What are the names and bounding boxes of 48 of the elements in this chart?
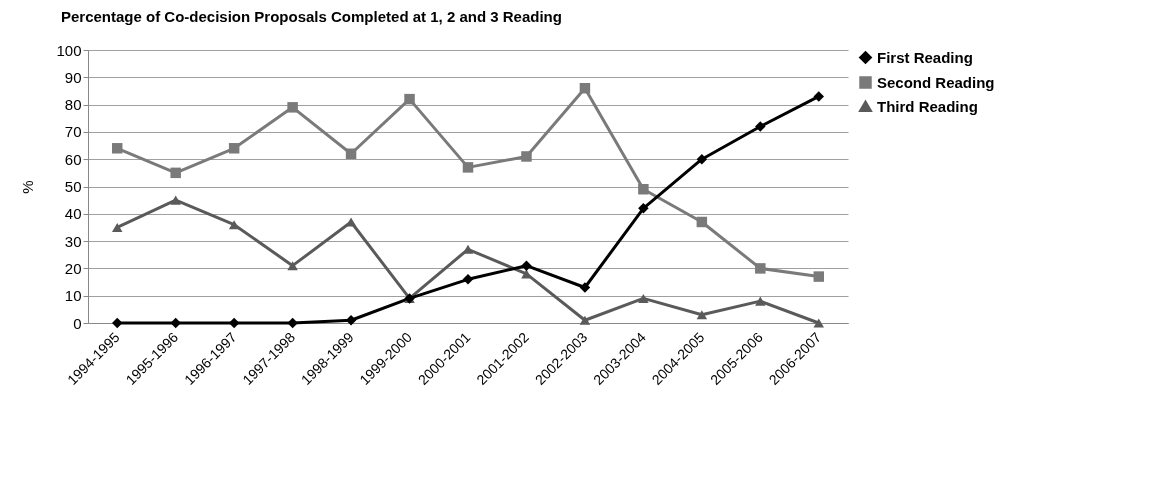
point	[521, 151, 532, 162]
point	[755, 263, 766, 274]
point	[638, 183, 649, 195]
point	[404, 93, 415, 105]
y-tick-label: 60	[64, 150, 82, 168]
point	[696, 310, 708, 320]
point	[638, 203, 649, 214]
y-tick-label: 30	[64, 232, 82, 250]
point	[638, 293, 649, 303]
point	[228, 143, 240, 154]
point	[579, 82, 591, 94]
point	[579, 282, 591, 293]
point	[345, 148, 357, 159]
point	[228, 220, 240, 230]
y-tick-label: 100	[56, 41, 82, 59]
point	[287, 317, 298, 329]
point	[755, 296, 766, 306]
point	[287, 102, 298, 113]
point	[813, 91, 825, 102]
y-tick-label: 0	[73, 314, 82, 332]
point	[111, 317, 123, 329]
legend-label: First Reading	[877, 48, 973, 66]
y-tick-label: 40	[64, 205, 82, 223]
legend-label: Third Reading	[877, 97, 978, 115]
point	[696, 216, 708, 228]
y-tick-label: 80	[64, 96, 82, 114]
point	[462, 162, 474, 173]
point	[813, 318, 825, 328]
point	[813, 271, 825, 282]
point	[170, 317, 181, 329]
point	[462, 274, 474, 285]
point	[755, 121, 766, 132]
point	[521, 260, 532, 271]
y-tick-label: 90	[64, 68, 82, 86]
point	[111, 143, 123, 154]
y-tick-label: 50	[64, 178, 82, 195]
y-tick-label: 70	[64, 123, 82, 141]
y-axis-title: %	[19, 180, 37, 194]
legend-label: Second Reading	[877, 73, 995, 91]
point	[111, 222, 123, 232]
point	[696, 153, 708, 165]
y-tick-label: 20	[64, 259, 82, 277]
y-tick-label: 10	[64, 287, 82, 305]
point	[170, 195, 181, 205]
chart-title: Percentage of Co-decision Proposals Completed at 1, 2 and 3 Reading	[60, 8, 562, 25]
point	[287, 261, 298, 271]
point	[579, 315, 591, 325]
point	[170, 167, 181, 179]
